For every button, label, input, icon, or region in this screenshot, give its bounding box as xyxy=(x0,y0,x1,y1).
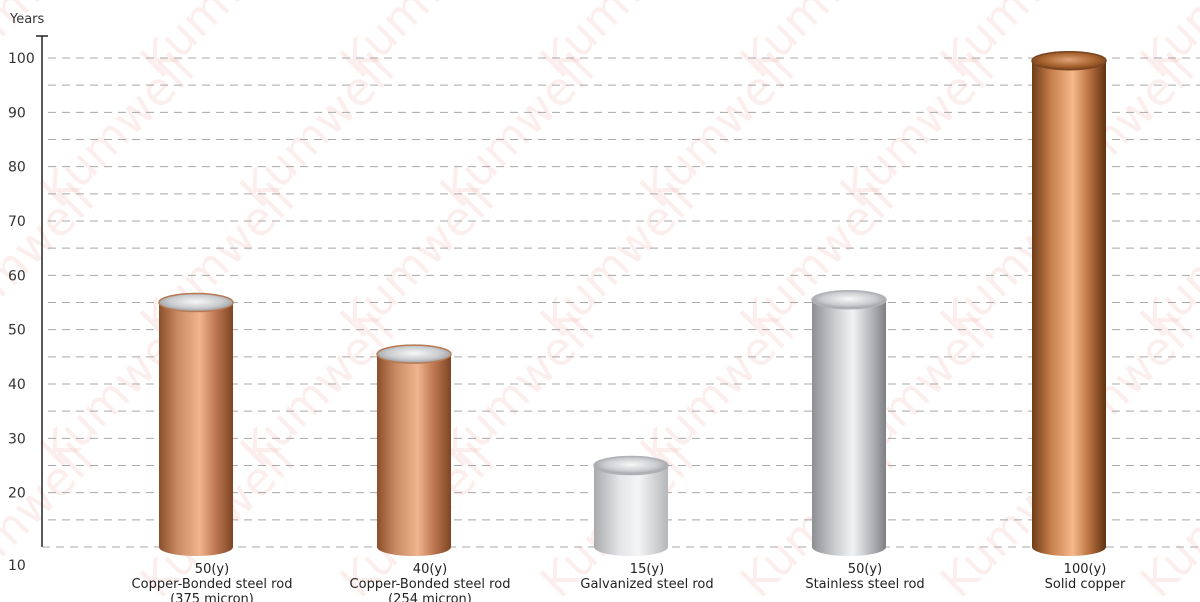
bar-body xyxy=(159,302,233,556)
category-subname-label: (254 micron) xyxy=(388,592,472,602)
bar-top-cap xyxy=(376,344,452,364)
y-tick-label: 70 xyxy=(8,214,26,230)
watermark-text: Kumwell xyxy=(0,173,104,348)
bar-body xyxy=(377,354,451,556)
bar xyxy=(593,455,669,556)
y-tick-label: 30 xyxy=(8,431,26,447)
category-name-label: Copper-Bonded steel rod xyxy=(132,577,293,592)
bar-top-cap xyxy=(1031,50,1107,71)
bar-body xyxy=(1032,60,1106,556)
y-axis-label: Years xyxy=(9,12,45,27)
category-labels: 50(y)Copper-Bonded steel rod(375 micron)… xyxy=(132,562,1126,602)
bar-top-cap xyxy=(593,455,669,476)
y-tick-labels: 10 20 30 40 50 60 70 80 90 100 xyxy=(8,51,35,574)
category-value-label: 40(y) xyxy=(413,562,447,577)
bar-top-cap xyxy=(811,290,887,310)
watermark-text: Kumwell xyxy=(1130,433,1200,602)
bar-body xyxy=(812,299,886,556)
watermark-text: Kumwell xyxy=(0,433,104,602)
y-tick-label: 20 xyxy=(8,486,26,502)
category-value-label: 15(y) xyxy=(630,562,664,577)
y-tick-label: 90 xyxy=(8,105,26,121)
bar xyxy=(376,344,452,556)
y-tick-label: 40 xyxy=(8,377,26,393)
y-tick-label: 80 xyxy=(8,160,26,176)
category-subname-label: (375 micron) xyxy=(170,592,254,602)
y-tick-label: 60 xyxy=(8,268,26,284)
bar xyxy=(811,290,887,556)
y-tick-label: 10 xyxy=(8,558,26,574)
category-name-label: Copper-Bonded steel rod xyxy=(350,577,511,592)
category-value-label: 100(y) xyxy=(1064,562,1107,577)
bar-body xyxy=(594,465,668,556)
category-name-label: Stainless steel rod xyxy=(805,577,924,592)
category-value-label: 50(y) xyxy=(195,562,229,577)
category-name-label: Galvanized steel rod xyxy=(580,577,713,592)
bar-top-cap xyxy=(158,292,234,313)
category-value-label: 50(y) xyxy=(848,562,882,577)
category-name-label: Solid copper xyxy=(1045,577,1126,592)
y-tick-label: 100 xyxy=(8,51,35,67)
bar xyxy=(158,292,234,556)
bar xyxy=(1031,50,1107,556)
y-tick-label: 50 xyxy=(8,323,26,339)
bars xyxy=(158,50,1107,556)
